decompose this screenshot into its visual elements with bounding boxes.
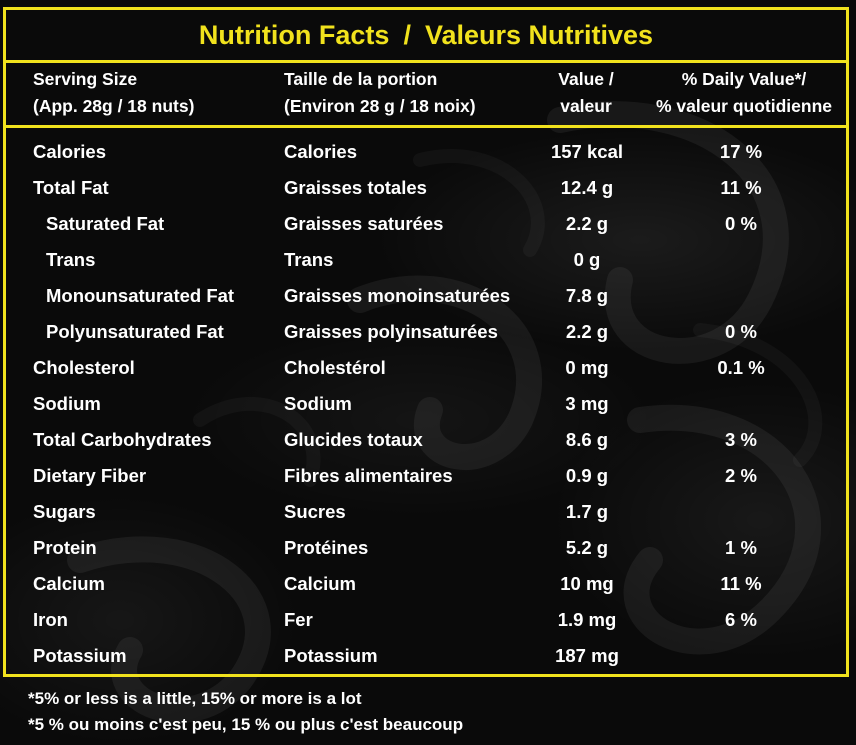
- nutrient-daily-value: 6 %: [725, 609, 757, 630]
- nutrient-value: 2.2 g: [565, 321, 609, 342]
- header-daily-value: % Daily Value*/ % valeur quotidienne: [644, 66, 844, 120]
- nutrient-value: 12.4 g: [560, 177, 614, 198]
- header-serving-en-line2: (App. 28g / 18 nuts): [33, 96, 195, 116]
- table-row: Potassium Potassium 187 mg: [6, 638, 846, 674]
- nutrient-value: 3 mg: [565, 393, 609, 414]
- nutrient-name-fr: Graisses polyinsaturées: [284, 321, 498, 342]
- nutrient-daily-value: 0 %: [725, 321, 757, 342]
- nutrient-name-fr: Graisses saturées: [284, 213, 444, 234]
- nutrient-daily-value: 2 %: [725, 465, 757, 486]
- table-row: Trans Trans 0 g: [6, 242, 846, 278]
- nutrient-name-en: Iron: [33, 609, 68, 630]
- footnote-english: *5% or less is a little, 15% or more is …: [28, 689, 362, 708]
- nutrient-name-fr: Cholestérol: [284, 357, 386, 378]
- nutrient-value: 0.9 g: [565, 465, 609, 486]
- nutrient-value: 187 mg: [555, 645, 619, 666]
- header-serving-size-en: Serving Size (App. 28g / 18 nuts): [33, 66, 194, 120]
- title-french: Valeurs Nutritives: [424, 19, 654, 50]
- nutrient-name-fr: Graisses monoinsaturées: [284, 285, 511, 306]
- nutrient-value: 10 mg: [560, 573, 614, 594]
- nutrient-daily-value: 3 %: [725, 429, 757, 450]
- table-row: Saturated Fat Graisses saturées 2.2 g 0 %: [6, 206, 846, 242]
- nutrient-daily-value: 11 %: [720, 573, 762, 594]
- table-row: Total Carbohydrates Glucides totaux 8.6 g 3…: [6, 422, 846, 458]
- footnote: *5% or less is a little, 15% or more is …: [28, 686, 463, 738]
- nutrient-name-en: Cholesterol: [33, 357, 135, 378]
- table-row: Sugars Sucres 1.7 g: [6, 494, 846, 530]
- table-row: Protein Protéines 5.2 g 1 %: [6, 530, 846, 566]
- nutrient-name-fr: Fer: [284, 609, 313, 630]
- nutrient-value: 157 kcal: [550, 141, 623, 162]
- nutrient-value: 1.9 mg: [557, 609, 617, 630]
- nutrient-daily-value: 1 %: [725, 537, 757, 558]
- header-serving-size-fr: Taille de la portion (Environ 28 g / 18 …: [284, 66, 476, 120]
- header-serving-fr-line1: Taille de la portion: [284, 69, 438, 89]
- nutrient-name-fr: Graisses totales: [284, 177, 427, 198]
- table-row: Total Fat Graisses totales 12.4 g 11 %: [6, 170, 846, 206]
- title-english: Nutrition Facts: [198, 19, 390, 50]
- nutrient-name-en: Potassium: [33, 645, 127, 666]
- nutrient-table: Calories Calories 157 kcal 17 % Total Fat Gra…: [6, 134, 846, 674]
- table-header: Serving Size (App. 28g / 18 nuts) Taille…: [6, 63, 846, 128]
- nutrient-name-en: Calcium: [33, 573, 105, 594]
- nutrient-name-en: Saturated Fat: [46, 213, 165, 234]
- nutrient-value: 1.7 g: [565, 501, 609, 522]
- header-value-line1: Value /: [558, 69, 614, 89]
- header-dv-line1: % Daily Value*/: [681, 69, 807, 89]
- table-row: Dietary Fiber Fibres alimentaires 0.9 g 2 %: [6, 458, 846, 494]
- nutrient-daily-value: 0 %: [725, 213, 757, 234]
- nutrient-name-fr: Trans: [284, 249, 334, 270]
- nutrient-name-en: Monounsaturated Fat: [46, 285, 235, 306]
- header-value-line2: valeur: [560, 96, 612, 116]
- nutrient-daily-value: 17 %: [719, 141, 763, 162]
- title-separator: /: [403, 19, 411, 50]
- nutrient-name-en: Dietary Fiber: [33, 465, 147, 486]
- nutrient-name-en: Sugars: [33, 501, 96, 522]
- table-row: Calories Calories 157 kcal 17 %: [6, 134, 846, 170]
- nutrient-value: 5.2 g: [565, 537, 609, 558]
- nutrient-name-en: Total Fat: [33, 177, 109, 198]
- nutrient-name-fr: Sodium: [284, 393, 352, 414]
- header-serving-fr-line2: (Environ 28 g / 18 noix): [284, 96, 476, 116]
- nutrient-name-en: Protein: [33, 537, 97, 558]
- nutrition-facts-panel: Nutrition Facts / Valeurs Nutritives Ser…: [3, 7, 849, 677]
- nutrient-name-en: Trans: [46, 249, 96, 270]
- nutrient-name-en: Total Carbohydrates: [33, 429, 212, 450]
- nutrient-name-fr: Sucres: [284, 501, 346, 522]
- nutrient-daily-value: 11 %: [720, 177, 762, 198]
- nutrient-name-fr: Glucides totaux: [284, 429, 423, 450]
- nutrient-name-fr: Potassium: [284, 645, 378, 666]
- nutrient-name-en: Calories: [33, 141, 107, 162]
- nutrient-name-fr: Calories: [284, 141, 358, 162]
- nutrient-value: 8.6 g: [565, 429, 609, 450]
- nutrient-name-fr: Protéines: [284, 537, 369, 558]
- nutrient-daily-value: 0.1 %: [717, 357, 765, 378]
- table-row: Sodium Sodium 3 mg: [6, 386, 846, 422]
- nutrient-value: 0 g: [573, 249, 601, 270]
- nutrient-name-en: Sodium: [33, 393, 101, 414]
- header-dv-line2: % valeur quotidienne: [656, 96, 832, 116]
- nutrient-value: 7.8 g: [565, 285, 609, 306]
- nutrient-value: 2.2 g: [565, 213, 609, 234]
- nutrient-name-en: Polyunsaturated Fat: [46, 321, 224, 342]
- table-row: Iron Fer 1.9 mg 6 %: [6, 602, 846, 638]
- page-title: Nutrition Facts / Valeurs Nutritives: [6, 10, 846, 63]
- table-row: Cholesterol Cholestérol 0 mg 0.1 %: [6, 350, 846, 386]
- nutrient-name-fr: Fibres alimentaires: [284, 465, 453, 486]
- table-row: Polyunsaturated Fat Graisses polyinsaturé…: [6, 314, 846, 350]
- table-row: Calcium Calcium 10 mg 11 %: [6, 566, 846, 602]
- header-value: Value / valeur: [526, 66, 646, 120]
- table-row: Monounsaturated Fat Graisses monoinsaturé…: [6, 278, 846, 314]
- nutrient-value: 0 mg: [565, 357, 609, 378]
- header-serving-en-line1: Serving Size: [33, 69, 138, 89]
- footnote-french: *5 % ou moins c'est peu, 15 % ou plus c'…: [28, 715, 464, 734]
- nutrient-name-fr: Calcium: [284, 573, 356, 594]
